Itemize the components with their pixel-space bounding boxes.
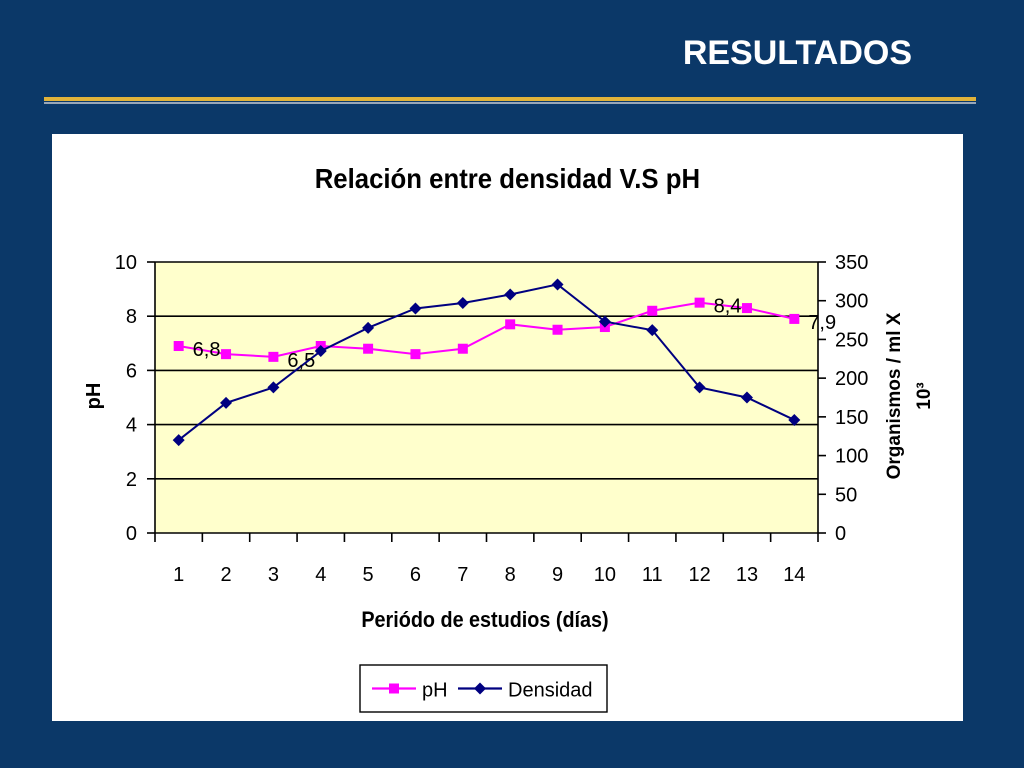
ph-point xyxy=(173,341,184,352)
y2-axis-title: Organismos / ml X xyxy=(884,312,905,479)
y2-tick-label: 300 xyxy=(835,291,868,313)
legend-label-densidad: Densidad xyxy=(508,680,593,702)
ph-point xyxy=(221,349,232,360)
chart-title: Relación entre densidad V.S pH xyxy=(315,163,700,194)
y2-tick-label: 150 xyxy=(835,407,868,429)
chart-svg: Relación entre densidad V.S pH 024681005… xyxy=(83,163,935,713)
x-tick-label: 2 xyxy=(220,564,231,586)
y-tick-label: 10 xyxy=(115,252,137,274)
density-point xyxy=(456,297,469,310)
density-point xyxy=(267,381,280,394)
plot-area xyxy=(155,262,818,533)
density-point xyxy=(740,391,753,404)
ph-point xyxy=(363,343,374,354)
y-tick-label: 4 xyxy=(126,415,137,437)
y-tick-label: 6 xyxy=(126,360,137,382)
series-line-ph xyxy=(178,301,795,358)
data-label: 6,8 xyxy=(193,339,221,361)
ph-point xyxy=(741,303,752,314)
density-point xyxy=(551,278,564,291)
data-label: 6,5 xyxy=(287,350,315,372)
density-point xyxy=(646,324,659,337)
y-axis-title: pH xyxy=(83,383,105,410)
y2-tick-label: 350 xyxy=(835,252,868,274)
x-tick-label: 7 xyxy=(457,564,468,586)
chart-panel: Relación entre densidad V.S pH 0 2 4 6 8 10 0 5… xyxy=(52,134,963,721)
ph-point xyxy=(268,351,279,362)
x-tick-label: 5 xyxy=(363,564,374,586)
legend: pH Densidad xyxy=(359,664,608,713)
density-point xyxy=(504,288,517,301)
data-label: 7,9 xyxy=(808,312,836,334)
x-axis-title: Periódo de estudios (días) xyxy=(361,608,608,632)
x-tick-label: 13 xyxy=(736,564,758,586)
x-tick-label: 9 xyxy=(552,564,563,586)
y2-tick-label: 50 xyxy=(835,484,857,506)
data-label: 8,4 xyxy=(714,296,742,318)
density-point xyxy=(598,315,611,328)
x-tick-label: 12 xyxy=(688,564,710,586)
density-point xyxy=(788,413,801,426)
x-tick-label: 8 xyxy=(505,564,516,586)
x-tick-label: 6 xyxy=(410,564,421,586)
title-divider-gold xyxy=(44,97,976,101)
legend-marker-ph xyxy=(389,683,399,694)
x-tick-label: 10 xyxy=(594,564,616,586)
legend-marker-densidad xyxy=(474,682,486,695)
series-line-densidad xyxy=(178,283,795,441)
y2-tick-label: 100 xyxy=(835,446,868,468)
x-tick-label: 11 xyxy=(642,564,663,586)
ph-point xyxy=(457,343,468,354)
slide-title: RESULTADOS xyxy=(682,34,912,72)
density-point xyxy=(172,434,185,447)
x-tick-label: 1 xyxy=(173,564,184,586)
y-tick-label: 8 xyxy=(126,306,137,328)
ph-point xyxy=(410,349,421,360)
ph-point xyxy=(647,305,658,316)
density-point xyxy=(409,302,422,315)
legend-label-ph: pH xyxy=(422,680,448,702)
density-point xyxy=(220,396,233,409)
y-tick-label: 2 xyxy=(126,469,137,491)
ph-point xyxy=(552,324,563,335)
y2-tick-label: 0 xyxy=(835,523,846,545)
x-tick-label: 3 xyxy=(268,564,279,586)
ph-point xyxy=(789,313,800,324)
x-tick-label: 14 xyxy=(783,564,805,586)
density-point xyxy=(362,321,375,334)
y2-axis-title-exponent: 10³ xyxy=(914,382,935,409)
x-tick-label: 4 xyxy=(315,564,326,586)
density-point xyxy=(314,345,327,358)
y2-tick-label: 200 xyxy=(835,368,868,390)
ph-point xyxy=(505,319,516,330)
title-divider xyxy=(44,97,976,105)
y-tick-label: 0 xyxy=(126,523,137,545)
ph-point xyxy=(694,297,705,308)
title-divider-grey xyxy=(44,102,976,104)
y2-tick-label: 250 xyxy=(835,329,868,351)
density-point xyxy=(693,381,706,394)
